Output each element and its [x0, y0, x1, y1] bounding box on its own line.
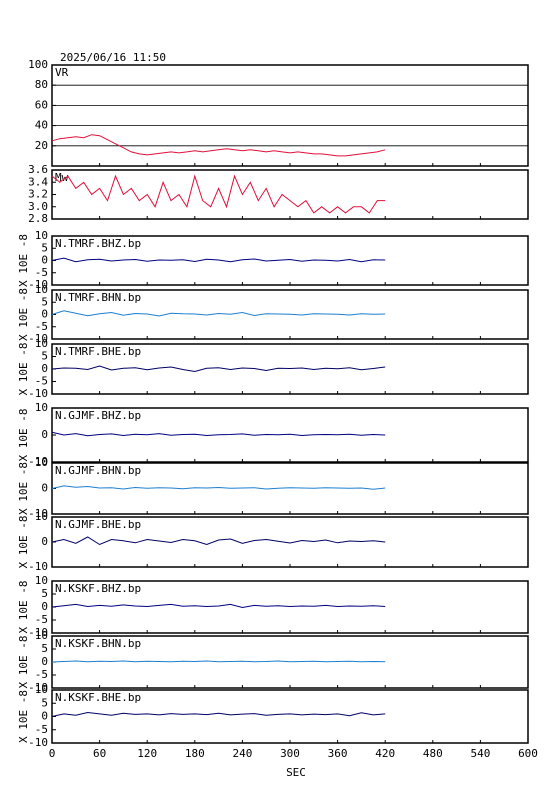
- y-tick-label: -10: [28, 736, 48, 749]
- y-tick-label: 10: [35, 401, 48, 414]
- series-line: [51, 485, 386, 490]
- y-tick-label: 2.8: [28, 212, 48, 225]
- y-axis-label: X 10E -8: [17, 409, 30, 462]
- x-tick-label: 0: [49, 747, 56, 760]
- series-line: [51, 603, 386, 609]
- series-line: [51, 257, 386, 263]
- panel-label: N.TMRF.BHN.bp: [55, 291, 141, 304]
- y-tick-label: -5: [35, 613, 48, 626]
- y-tick-label: 3.2: [28, 188, 48, 201]
- y-axis-label: X 10E -8: [17, 690, 30, 743]
- y-tick-label: 0: [41, 655, 48, 668]
- y-tick-label: -10: [28, 455, 48, 468]
- series-line: [51, 134, 386, 157]
- y-tick-label: 0: [41, 600, 48, 613]
- y-tick-label: -10: [28, 560, 48, 573]
- y-tick-label: -10: [28, 332, 48, 345]
- y-tick-label: 0: [41, 428, 48, 441]
- y-tick-label: 0: [41, 535, 48, 548]
- y-axis-label: X 10E -8: [17, 288, 30, 341]
- y-tick-label: 3.0: [28, 200, 48, 213]
- series-line: [51, 174, 386, 214]
- y-axis-label: X 10E -8: [17, 462, 30, 515]
- y-tick-label: 5: [41, 350, 48, 363]
- panel-label: N.KSKF.BHZ.bp: [55, 582, 141, 595]
- y-tick-label: 100: [28, 58, 48, 71]
- y-tick-label: -10: [28, 626, 48, 639]
- y-tick-label: 5: [41, 696, 48, 709]
- x-tick-label: 180: [185, 747, 205, 760]
- panel-label: N.GJMF.BHZ.bp: [55, 409, 141, 422]
- panel-label: N.KSKF.BHE.bp: [55, 691, 141, 704]
- y-tick-label: 10: [35, 510, 48, 523]
- x-tick-label: 540: [470, 747, 490, 760]
- x-tick-label: 420: [375, 747, 395, 760]
- panel-label: N.TMRF.BHZ.bp: [55, 237, 141, 250]
- y-tick-label: 3.4: [28, 175, 48, 188]
- y-tick-label: 10: [35, 283, 48, 296]
- y-tick-label: -5: [35, 320, 48, 333]
- y-tick-label: 5: [41, 241, 48, 254]
- panel-label: N.KSKF.BHN.bp: [55, 637, 141, 650]
- y-tick-label: -5: [35, 668, 48, 681]
- y-tick-label: 10: [35, 337, 48, 350]
- x-tick-label: 240: [232, 747, 252, 760]
- x-tick-label: 360: [328, 747, 348, 760]
- y-tick-label: 0: [41, 710, 48, 723]
- series-line: [51, 660, 386, 663]
- panel-label: N.GJMF.BHE.bp: [55, 518, 141, 531]
- y-tick-label: -10: [28, 387, 48, 400]
- y-axis-label: X 10E -8: [17, 636, 30, 689]
- y-tick-label: 5: [41, 587, 48, 600]
- y-tick-label: 20: [35, 139, 48, 152]
- series-line: [51, 536, 386, 546]
- y-tick-label: -5: [35, 375, 48, 388]
- y-tick-label: -5: [35, 266, 48, 279]
- y-tick-label: 3.6: [28, 163, 48, 176]
- y-tick-label: 0: [41, 482, 48, 495]
- panel-frame: [51, 64, 529, 167]
- y-tick-label: 5: [41, 295, 48, 308]
- y-tick-label: 10: [35, 683, 48, 696]
- y-tick-label: -5: [35, 723, 48, 736]
- panel-label: N.GJMF.BHN.bp: [55, 464, 141, 477]
- y-tick-label: 5: [41, 642, 48, 655]
- chart-title: 2025/06/16 11:50: [60, 51, 166, 64]
- y-tick-label: -10: [28, 681, 48, 694]
- y-tick-label: 0: [41, 254, 48, 267]
- y-tick-label: 10: [35, 574, 48, 587]
- panel-label: N.TMRF.BHE.bp: [55, 345, 141, 358]
- y-tick-label: 10: [35, 456, 48, 469]
- series-line: [51, 310, 386, 317]
- y-tick-label: 10: [35, 629, 48, 642]
- x-tick-label: 600: [518, 747, 538, 760]
- y-axis-label: X 10E -8: [17, 516, 30, 569]
- y-axis-label: X 10E -8: [17, 343, 30, 396]
- y-tick-label: -10: [28, 278, 48, 291]
- y-axis-label: X 10E -8: [17, 234, 30, 287]
- x-tick-label: 480: [423, 747, 443, 760]
- y-tick-label: -10: [28, 507, 48, 520]
- x-tick-label: 120: [137, 747, 157, 760]
- series-line: [51, 365, 386, 373]
- y-tick-label: 40: [35, 119, 48, 132]
- y-tick-label: 80: [35, 78, 48, 91]
- y-axis-label: X 10E -8: [17, 581, 30, 634]
- y-tick-label: 10: [35, 229, 48, 242]
- panel-label: VR: [55, 66, 69, 79]
- series-line: [51, 711, 386, 717]
- x-axis-label: SEC: [286, 766, 306, 779]
- x-tick-label: 60: [93, 747, 106, 760]
- y-tick-label: 0: [41, 362, 48, 375]
- y-tick-label: 60: [35, 98, 48, 111]
- series-line: [51, 431, 386, 437]
- y-tick-label: 0: [41, 308, 48, 321]
- x-tick-label: 300: [280, 747, 300, 760]
